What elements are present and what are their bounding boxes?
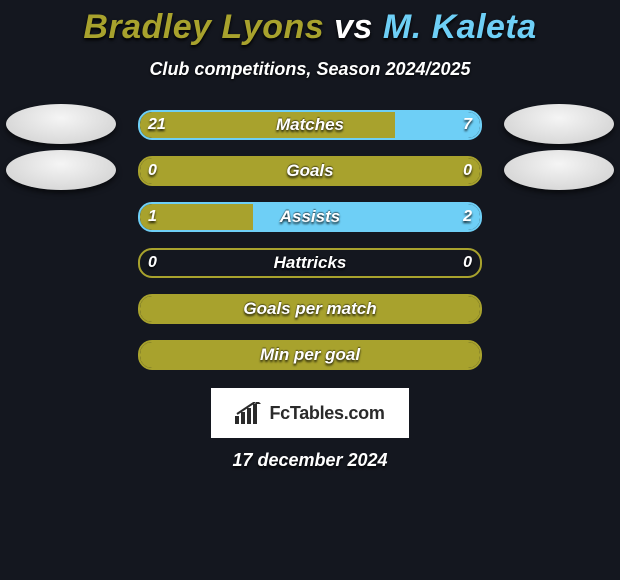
player1-avatar <box>6 150 116 190</box>
title: Bradley Lyons vs M. Kaleta <box>0 8 620 47</box>
stat-row: Matches21 7 <box>0 102 620 148</box>
stat-value-left: 0 <box>148 248 157 278</box>
stat-bar-track: Goals <box>138 156 482 186</box>
stat-value-left: 1 <box>148 202 157 232</box>
stat-label: Matches <box>140 112 480 138</box>
comparison-infographic: Bradley Lyons vs M. Kaleta Club competit… <box>0 0 620 471</box>
stat-bar-track: Assists <box>138 202 482 232</box>
stat-label: Min per goal <box>140 342 480 368</box>
stat-label: Goals per match <box>140 296 480 322</box>
stat-bar-track: Goals per match <box>138 294 482 324</box>
stat-bar-track: Min per goal <box>138 340 482 370</box>
stat-value-left: 0 <box>148 156 157 186</box>
stat-row: Assists1 2 <box>0 194 620 240</box>
stat-row: Goals0 0 <box>0 148 620 194</box>
player1-avatar <box>6 104 116 144</box>
stat-value-right: 7 <box>463 110 472 140</box>
stat-label: Assists <box>140 204 480 230</box>
title-vs: vs <box>334 8 373 46</box>
date-text: 17 december 2024 <box>0 450 620 471</box>
stat-value-left: 21 <box>148 110 166 140</box>
stat-bar-track: Hattricks <box>138 248 482 278</box>
brand-chart-icon <box>235 402 263 424</box>
stat-value-right: 0 <box>463 156 472 186</box>
stat-row: Goals per match <box>0 286 620 332</box>
brand-text: FcTables.com <box>269 403 384 424</box>
player2-avatar <box>504 150 614 190</box>
stat-value-right: 2 <box>463 202 472 232</box>
stats-rows: Matches217Goals00Assists12Hattricks00Goa… <box>0 102 620 378</box>
stat-row: Min per goal <box>0 332 620 378</box>
player2-avatar <box>504 104 614 144</box>
stat-row: Hattricks0 0 <box>0 240 620 286</box>
stat-value-right: 0 <box>463 248 472 278</box>
stat-label: Goals <box>140 158 480 184</box>
stat-bar-track: Matches <box>138 110 482 140</box>
title-player1: Bradley Lyons <box>83 8 324 46</box>
title-player2: M. Kaleta <box>383 8 537 46</box>
stat-label: Hattricks <box>140 250 480 276</box>
subtitle: Club competitions, Season 2024/2025 <box>0 59 620 80</box>
brand-box: FcTables.com <box>211 388 409 438</box>
